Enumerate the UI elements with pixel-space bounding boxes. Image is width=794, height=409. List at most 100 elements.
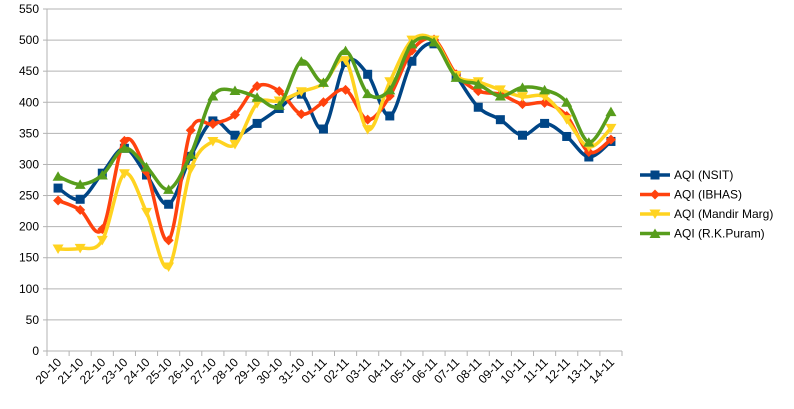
data-point (207, 119, 218, 130)
data-point (517, 99, 528, 110)
data-point (141, 161, 153, 172)
data-point (450, 72, 462, 82)
data-point (605, 123, 617, 134)
y-tick-label: 500 (19, 33, 39, 47)
legend-swatch-marker (649, 228, 661, 238)
data-point (52, 171, 64, 181)
data-point (252, 118, 262, 128)
data-point (252, 81, 263, 92)
data-point (163, 184, 175, 194)
legend-item: AQI (IBHAS) (640, 188, 742, 202)
legend-label: AQI (IBHAS) (674, 188, 742, 202)
data-point (251, 92, 263, 102)
data-point (516, 92, 528, 102)
data-point (340, 84, 351, 95)
legend-item: AQI (NSIT) (640, 168, 733, 182)
data-point (185, 125, 196, 136)
data-point (539, 84, 551, 95)
data-point (340, 45, 352, 56)
y-tick-label: 200 (19, 220, 39, 234)
data-point (119, 135, 130, 146)
data-point (516, 82, 528, 92)
legend-label: AQI (R.K.Puram) (674, 227, 765, 241)
legend-swatch-marker (650, 189, 660, 200)
data-point (407, 56, 417, 66)
data-point (96, 235, 108, 246)
data-point (494, 91, 506, 101)
data-point (229, 109, 240, 120)
data-point (317, 77, 329, 87)
data-point (207, 91, 219, 101)
data-point (540, 118, 550, 128)
y-tick-label: 550 (19, 2, 39, 16)
data-point (185, 164, 197, 175)
series-line (56, 33, 613, 270)
x-tick-label: 14-11 (586, 355, 617, 386)
data-point (295, 56, 307, 66)
data-point (163, 262, 175, 273)
data-point (141, 207, 153, 218)
data-point (362, 88, 374, 99)
legend: AQI (NSIT) AQI (IBHAS) AQI (Mandir Marg) AQ… (640, 168, 773, 241)
data-point (384, 84, 396, 95)
data-point (295, 87, 307, 97)
data-point (163, 235, 174, 246)
data-point (561, 115, 573, 125)
y-tick-label: 400 (19, 95, 39, 109)
data-point (539, 92, 551, 102)
data-point (52, 244, 64, 255)
data-point (229, 140, 241, 150)
data-point (363, 69, 373, 79)
y-axis: 0 50 100 150 200 250 300 350 400 450 500 550 (19, 2, 48, 358)
legend-label: AQI (Mandir Marg) (674, 207, 773, 221)
y-tick-label: 250 (19, 189, 39, 203)
data-point (384, 77, 396, 87)
data-point (472, 79, 484, 89)
y-tick-label: 450 (19, 64, 39, 78)
data-point (340, 56, 352, 66)
legend-item: AQI (Mandir Marg) (640, 207, 773, 221)
y-tick-label: 300 (19, 157, 39, 171)
data-point (74, 179, 86, 189)
data-point (274, 86, 285, 97)
data-point (118, 143, 130, 153)
legend-label: AQI (NSIT) (674, 168, 733, 182)
data-point (495, 115, 505, 125)
data-point (164, 199, 174, 209)
data-point (53, 183, 63, 193)
data-point (96, 170, 108, 180)
data-point (230, 130, 240, 140)
data-point (296, 109, 307, 120)
data-point (118, 169, 130, 179)
legend-item: AQI (R.K.Puram) (640, 227, 765, 241)
data-point (583, 137, 595, 147)
data-point (517, 130, 527, 140)
data-point (207, 136, 219, 147)
y-tick-label: 350 (19, 126, 39, 140)
plot-area (52, 33, 617, 273)
data-point (362, 125, 374, 135)
data-point (185, 149, 197, 160)
data-point (406, 38, 418, 49)
data-point (473, 102, 483, 112)
data-point (385, 111, 395, 121)
y-tick-label: 150 (19, 251, 39, 265)
data-point (428, 36, 440, 47)
data-point (75, 194, 85, 204)
data-point (318, 124, 328, 134)
legend-swatch-marker (650, 170, 660, 180)
series-4 (52, 36, 617, 194)
legend-swatch-marker (649, 209, 661, 219)
data-point (561, 97, 573, 107)
data-point (229, 85, 241, 95)
data-point (75, 204, 86, 215)
y-tick-label: 100 (19, 282, 39, 296)
data-point (605, 106, 617, 117)
data-point (74, 243, 86, 254)
data-point (494, 85, 506, 95)
data-point (53, 195, 64, 206)
data-point (318, 97, 329, 108)
x-axis: 20-1021-1022-1023-1024-1025-1026-1027-10… (33, 350, 623, 387)
y-tick-label: 0 (32, 344, 39, 358)
